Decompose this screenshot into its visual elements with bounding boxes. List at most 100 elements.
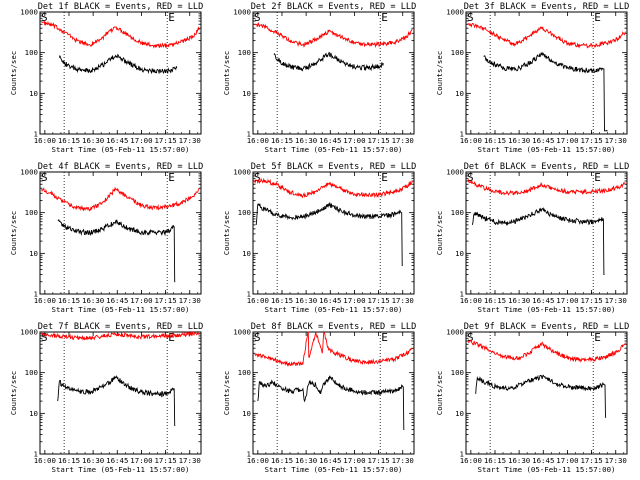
end-marker: E	[594, 331, 601, 344]
series-line-events	[58, 53, 178, 75]
x-axis-label: Start Time (05-Feb-11 15:57:00)	[265, 305, 403, 314]
plot-frame	[39, 171, 202, 295]
start-marker: S	[254, 171, 261, 184]
y-tick-label: 100	[238, 48, 251, 57]
y-tick-label: 10	[455, 89, 464, 98]
x-tick-label: 17:00	[130, 136, 152, 145]
panel-det-4: Det 4f BLACK = Events, RED = LLD 1 10 100 10…	[9, 162, 203, 314]
series-line-events	[483, 51, 608, 132]
x-tick-label: 17:15	[154, 136, 176, 145]
x-tick-label: 17:15	[580, 296, 602, 305]
x-tick-label: 17:30	[179, 296, 201, 305]
plot-frame	[39, 11, 202, 135]
x-tick-label: 17:15	[367, 136, 389, 145]
x-tick-label: 16:15	[58, 136, 80, 145]
plot-frame	[465, 331, 628, 455]
y-tick-label: 100	[25, 48, 38, 57]
x-tick-label: 16:00	[460, 456, 482, 465]
x-tick-label: 16:45	[106, 456, 128, 465]
x-tick-label: 16:30	[295, 136, 317, 145]
panel-title: Det 3f BLACK = Events, RED = LLD	[464, 2, 630, 12]
x-tick-label: 16:15	[484, 296, 506, 305]
series-line-events	[57, 374, 176, 427]
series-line-lld	[467, 22, 626, 49]
x-axis-label: Start Time (05-Feb-11 15:57:00)	[52, 145, 190, 154]
x-tick-label: 16:15	[271, 136, 293, 145]
panel-det-6: Det 6f BLACK = Events, RED = LLD 1 10 100 10…	[435, 162, 629, 314]
series-line-lld	[41, 186, 200, 212]
y-axis-label: Counts/sec	[435, 51, 444, 96]
y-tick-label: 1	[34, 290, 38, 299]
y-tick-label: 100	[238, 208, 251, 217]
series-line-lld	[254, 22, 413, 49]
x-tick-label: 17:15	[154, 296, 176, 305]
series-line-lld	[467, 178, 626, 196]
end-marker: E	[381, 11, 388, 24]
x-tick-label: 16:00	[247, 456, 269, 465]
x-tick-label: 17:30	[605, 136, 627, 145]
y-tick-label: 1000	[20, 8, 38, 17]
y-tick-label: 10	[455, 249, 464, 258]
plot-frame	[39, 331, 202, 455]
y-axis-label: Counts/sec	[9, 371, 18, 416]
x-tick-label: 16:45	[319, 456, 341, 465]
start-marker: S	[467, 171, 474, 184]
x-tick-label: 16:00	[460, 296, 482, 305]
panel-title: Det 7f BLACK = Events, RED = LLD	[38, 322, 204, 332]
x-tick-label: 16:30	[82, 296, 104, 305]
y-tick-label: 100	[451, 208, 464, 217]
y-tick-label: 10	[29, 249, 38, 258]
start-marker: S	[254, 331, 261, 344]
start-marker: S	[254, 11, 261, 24]
y-tick-label: 1000	[233, 168, 251, 177]
panel-title: Det 4f BLACK = Events, RED = LLD	[38, 162, 204, 172]
y-tick-label: 1000	[446, 328, 464, 337]
y-tick-label: 10	[242, 249, 251, 258]
panel-det-1: Det 1f BLACK = Events, RED = LLD 1 10 100 10…	[9, 2, 203, 154]
x-axis-label: Start Time (05-Feb-11 15:57:00)	[265, 145, 403, 154]
y-tick-label: 100	[238, 368, 251, 377]
x-tick-label: 16:15	[58, 456, 80, 465]
y-tick-label: 1000	[446, 168, 464, 177]
series-line-events	[57, 219, 176, 283]
series-line-lld	[254, 177, 413, 199]
plot-frame	[252, 171, 415, 295]
y-tick-label: 1000	[446, 8, 464, 17]
x-tick-label: 16:00	[460, 136, 482, 145]
x-tick-label: 17:30	[392, 136, 414, 145]
y-tick-label: 1000	[233, 8, 251, 17]
y-tick-label: 1	[460, 450, 464, 459]
series-line-events	[257, 375, 405, 430]
x-tick-label: 16:45	[319, 136, 341, 145]
x-tick-label: 17:15	[367, 456, 389, 465]
x-axis-label: Start Time (05-Feb-11 15:57:00)	[478, 465, 616, 474]
y-tick-label: 10	[455, 409, 464, 418]
x-tick-label: 16:30	[508, 456, 530, 465]
x-tick-label: 17:15	[580, 136, 602, 145]
x-axis-label: Start Time (05-Feb-11 15:57:00)	[478, 145, 616, 154]
panel-title: Det 8f BLACK = Events, RED = LLD	[251, 322, 417, 332]
series-line-events	[471, 206, 605, 276]
plot-frame	[465, 171, 628, 295]
y-tick-label: 1000	[20, 328, 38, 337]
y-tick-label: 1	[247, 290, 251, 299]
y-tick-label: 100	[451, 48, 464, 57]
x-tick-label: 16:15	[58, 296, 80, 305]
start-marker: S	[41, 331, 48, 344]
panel-title: Det 9f BLACK = Events, RED = LLD	[464, 322, 630, 332]
panel-det-2: Det 2f BLACK = Events, RED = LLD 1 10 100 10…	[222, 2, 416, 154]
y-axis-label: Counts/sec	[222, 211, 231, 256]
x-tick-label: 17:00	[556, 296, 578, 305]
series-line-lld	[41, 20, 200, 49]
x-tick-label: 16:45	[532, 136, 554, 145]
x-tick-label: 17:15	[367, 296, 389, 305]
y-tick-label: 100	[451, 368, 464, 377]
x-tick-label: 16:45	[106, 296, 128, 305]
start-marker: S	[467, 331, 474, 344]
x-axis-label: Start Time (05-Feb-11 15:57:00)	[52, 305, 190, 314]
end-marker: E	[168, 11, 175, 24]
end-marker: E	[381, 331, 388, 344]
y-tick-label: 100	[25, 368, 38, 377]
y-axis-label: Counts/sec	[222, 51, 231, 96]
